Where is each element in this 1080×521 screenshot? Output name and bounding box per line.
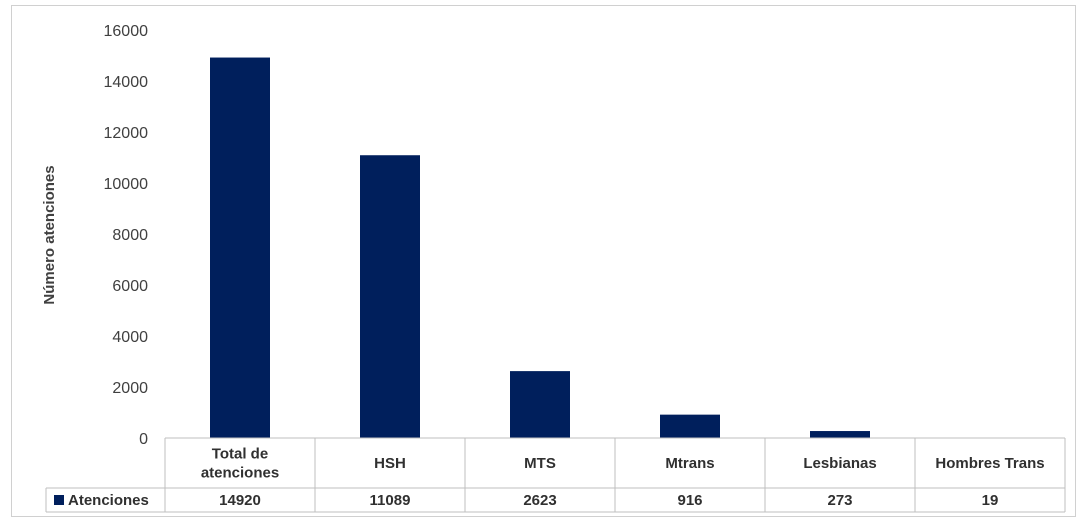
category-label: atenciones — [201, 465, 279, 482]
y-tick-label: 4000 — [112, 329, 148, 346]
y-tick-label: 6000 — [112, 278, 148, 295]
y-tick-label: 8000 — [112, 227, 148, 244]
y-tick-label: 10000 — [104, 176, 149, 193]
y-tick-label: 14000 — [104, 74, 149, 91]
y-axis-ticks: 0 2000 4000 6000 8000 10000 12000 14000 16000 — [104, 23, 149, 448]
bar — [660, 414, 720, 438]
category-label: Total de — [212, 446, 268, 463]
data-table: Total de atenciones HSH MTS Mtrans Lesbianas H… — [45, 437, 1066, 513]
data-value-label: 14920 — [219, 492, 261, 509]
data-value-label: 19 — [982, 492, 999, 509]
y-tick-label: 2000 — [112, 380, 148, 397]
y-tick-label: 12000 — [104, 125, 149, 142]
bar — [810, 431, 870, 438]
category-label: HSH — [374, 455, 406, 472]
bar — [510, 371, 570, 438]
bar — [360, 155, 420, 438]
bars — [210, 57, 1020, 438]
bar — [210, 57, 270, 438]
data-value-label: 2623 — [523, 492, 556, 509]
data-value-label: 273 — [827, 492, 852, 509]
legend-swatch — [54, 495, 64, 505]
category-label: Hombres Trans — [935, 455, 1044, 472]
data-value-label: 11089 — [370, 492, 411, 509]
category-label: Mtrans — [665, 455, 714, 472]
category-label: MTS — [524, 455, 556, 472]
data-value-label: 916 — [677, 492, 702, 509]
legend-label: Atenciones — [68, 492, 149, 509]
y-axis-label: Número atenciones — [41, 165, 58, 304]
category-label: Lesbianas — [803, 455, 876, 472]
y-tick-label: 0 — [139, 431, 148, 448]
y-tick-label: 16000 — [104, 23, 149, 40]
